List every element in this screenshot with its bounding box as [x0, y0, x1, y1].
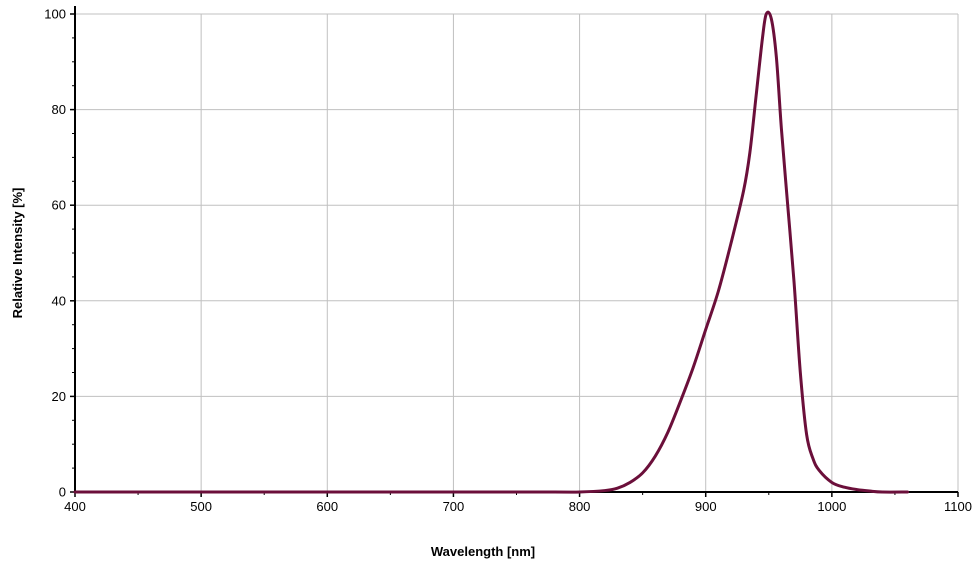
y-tick-label: 20: [52, 389, 66, 404]
y-tick-label: 40: [52, 293, 66, 308]
y-tick-label: 100: [44, 7, 66, 22]
x-tick-label: 1000: [817, 499, 846, 514]
y-axis-title: Relative Intensity [%]: [10, 188, 25, 319]
series-line: [73, 10, 910, 494]
tick-labels: 400 500 600 700 800 900 1000 1100 0 20 40 60 80 100: [44, 7, 972, 515]
x-tick-label: 400: [64, 499, 86, 514]
y-tick-label: 0: [59, 485, 66, 500]
x-tick-label: 700: [443, 499, 465, 514]
x-tick-label: 1100: [944, 499, 972, 514]
y-tick-label: 60: [52, 198, 66, 213]
x-axis-title: Wavelength [nm]: [431, 544, 535, 559]
series-layer: [73, 10, 910, 494]
x-tick-label: 500: [190, 499, 212, 514]
x-tick-label: 900: [695, 499, 717, 514]
x-tick-label: 600: [316, 499, 338, 514]
grid-lines: [75, 13, 959, 492]
x-tick-label: 800: [569, 499, 591, 514]
y-tick-label: 80: [52, 102, 66, 117]
axes: [70, 6, 959, 497]
